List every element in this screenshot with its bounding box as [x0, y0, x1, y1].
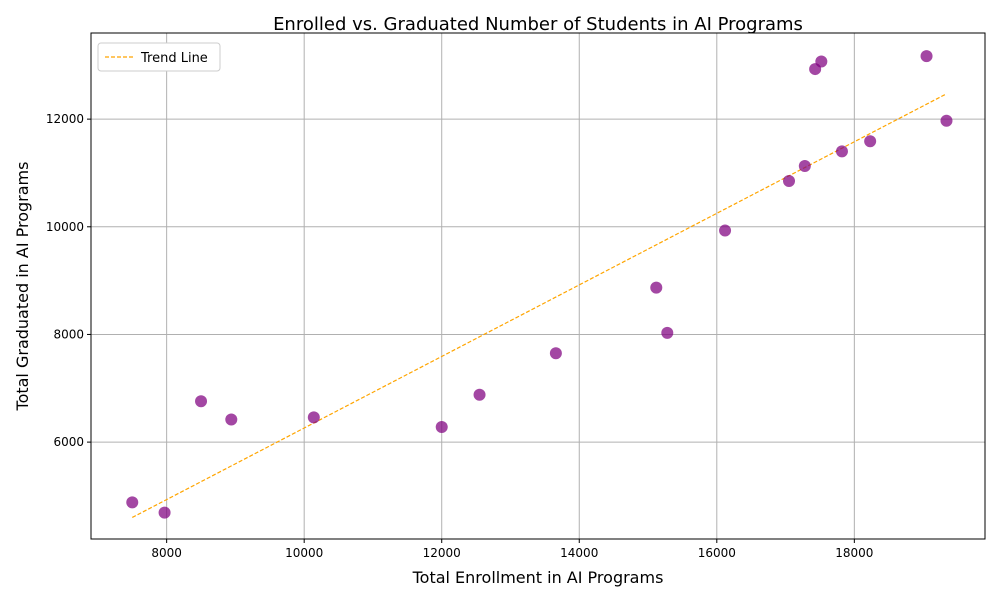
data-point	[650, 281, 663, 294]
data-point	[864, 135, 877, 148]
data-point	[815, 55, 828, 68]
grid-lines	[91, 33, 985, 539]
data-point	[783, 175, 796, 188]
x-tick-label: 10000	[285, 546, 323, 560]
legend-trend-label: Trend Line	[140, 51, 208, 66]
data-point	[798, 159, 811, 172]
x-tick-label: 16000	[698, 546, 736, 560]
plot-frame	[90, 32, 986, 540]
y-axis-label: Total Graduated in AI Programs	[13, 162, 32, 412]
data-point	[719, 224, 732, 237]
data-point	[940, 114, 953, 127]
data-point	[195, 395, 208, 408]
data-point	[158, 506, 171, 519]
x-tick-label: 18000	[835, 546, 873, 560]
plot-area	[91, 33, 985, 539]
data-point	[126, 496, 139, 509]
x-tick-label: 8000	[151, 546, 182, 560]
data-point	[225, 413, 238, 426]
x-tick-label: 12000	[423, 546, 461, 560]
data-point	[549, 347, 562, 360]
data-point	[307, 411, 320, 424]
y-tick-label: 6000	[53, 435, 84, 449]
data-point	[920, 50, 933, 63]
legend: Trend Line	[97, 42, 221, 72]
y-axis-ticks: 6000 8000 10000 12000	[46, 112, 91, 449]
y-tick-label: 8000	[53, 327, 84, 341]
chart-title: Enrolled vs. Graduated Number of Student…	[273, 14, 803, 35]
x-tick-label: 14000	[560, 546, 598, 560]
data-points	[126, 50, 953, 519]
data-point	[473, 388, 486, 401]
data-point	[661, 326, 674, 339]
trend-line-group	[131, 93, 947, 519]
legend-box	[97, 42, 221, 72]
data-point	[835, 145, 848, 158]
x-axis-label: Total Enrollment in AI Programs	[412, 568, 664, 587]
y-tick-label: 10000	[46, 220, 84, 234]
data-point	[435, 421, 448, 434]
trend-line	[131, 93, 947, 519]
y-tick-label: 12000	[46, 112, 84, 126]
x-axis-ticks: 8000 10000 12000 14000 16000 18000	[151, 539, 873, 560]
